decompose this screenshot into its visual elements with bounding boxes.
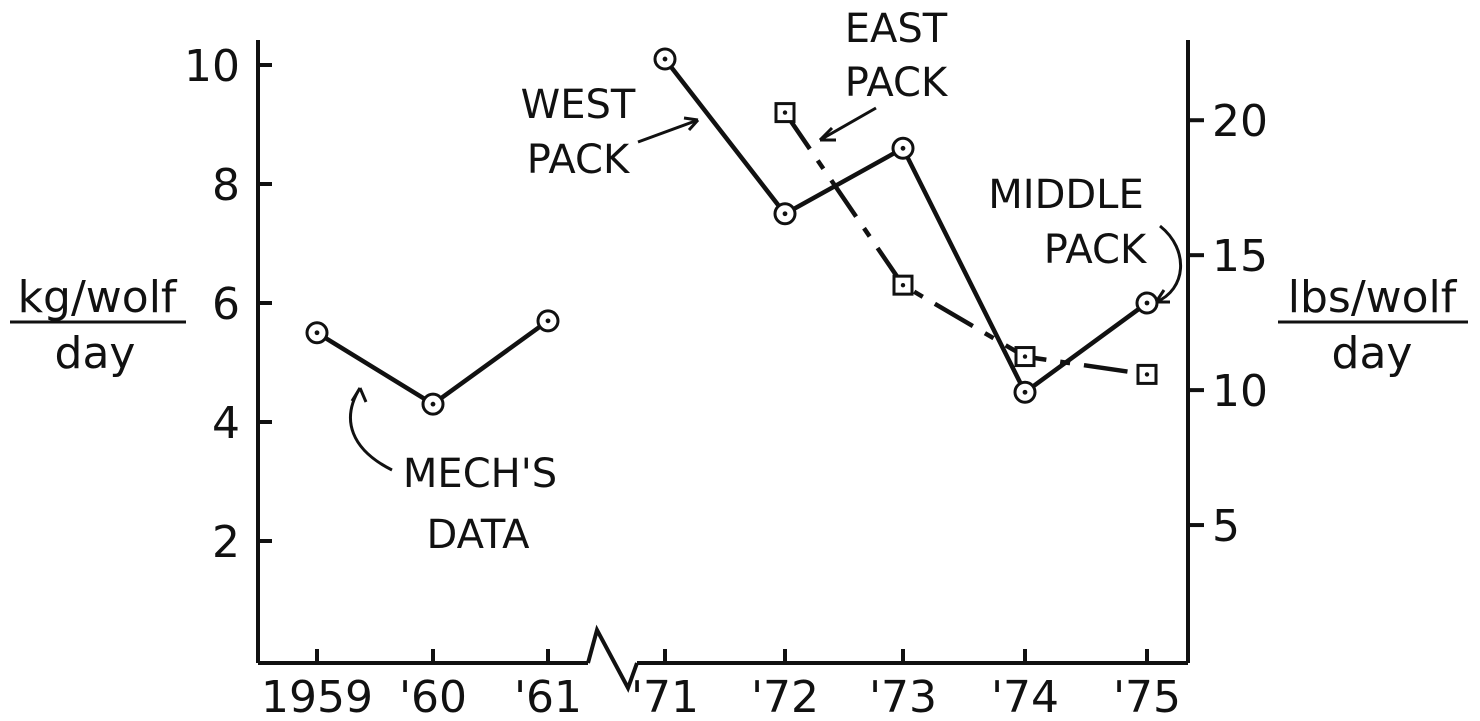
series-line-2 [783, 111, 1148, 377]
left-y-tick-label: 6 [212, 279, 240, 330]
data-point-dot [1022, 389, 1028, 395]
right-axis-label-bottom: day [1332, 328, 1413, 379]
left-y-tick-label: 4 [212, 398, 240, 449]
x-tick-label: '73 [869, 672, 937, 721]
west-pack-arrow [637, 118, 699, 144]
east-pack-arrowhead [818, 126, 836, 142]
mechs-data-label-line2: DATA [426, 512, 530, 558]
x-tick-label: 1959 [261, 672, 373, 721]
x-tick-label: '71 [631, 672, 699, 721]
east-pack-point-dot [900, 282, 906, 288]
mechs-data-arrowhead [350, 387, 368, 403]
data-point-dot [662, 56, 668, 62]
x-tick-label: '74 [991, 672, 1059, 721]
left-axis-label-top: kg/wolf [18, 272, 178, 323]
series-line-1 [663, 57, 1149, 396]
left-axis-label-bottom: day [55, 328, 136, 379]
east-pack-arrow [819, 106, 877, 142]
left-y-tick-label: 2 [212, 517, 240, 568]
data-point-dot [900, 145, 906, 151]
west-pack-label-line1: WEST [521, 82, 636, 128]
series-line-0 [315, 318, 550, 407]
middle-pack-arrow [1155, 224, 1183, 304]
x-tick-label: '61 [514, 672, 582, 721]
left-y-tick-label: 8 [212, 160, 240, 211]
east-pack-point-dot [1022, 354, 1028, 359]
right-axis-label-top: lbs/wolf [1288, 272, 1458, 323]
left-y-tick-label: 10 [184, 41, 240, 92]
east-pack-label-line2: PACK [845, 60, 949, 106]
right-y-tick-label: 5 [1212, 501, 1240, 552]
east-pack-label-line1: EAST [845, 6, 948, 52]
data-point-dot [1144, 300, 1150, 306]
east-pack-point-dot [1144, 372, 1150, 377]
data-point-dot [782, 211, 788, 217]
x-tick-label: '72 [751, 672, 819, 721]
x-tick-label: '75 [1113, 672, 1181, 721]
mechs-data-label-line1: MECH'S [403, 451, 557, 497]
data-point-dot [314, 330, 320, 336]
east-pack-point-dot [782, 110, 788, 115]
mechs-data-arrow [349, 387, 393, 472]
x-tick-label: '60 [399, 672, 467, 721]
right-y-tick-label: 20 [1212, 96, 1268, 147]
right-y-tick-label: 10 [1212, 366, 1268, 417]
west-pack-arrowhead [683, 116, 700, 132]
x-axis-break [586, 624, 639, 693]
middle-pack-label-line1: MIDDLE [988, 172, 1143, 218]
west-pack-label-line2: PACK [527, 137, 631, 183]
data-point-dot [430, 401, 436, 407]
data-point-dot [545, 318, 551, 324]
right-y-tick-label: 15 [1212, 231, 1268, 282]
middle-pack-label-line2: PACK [1044, 227, 1148, 273]
